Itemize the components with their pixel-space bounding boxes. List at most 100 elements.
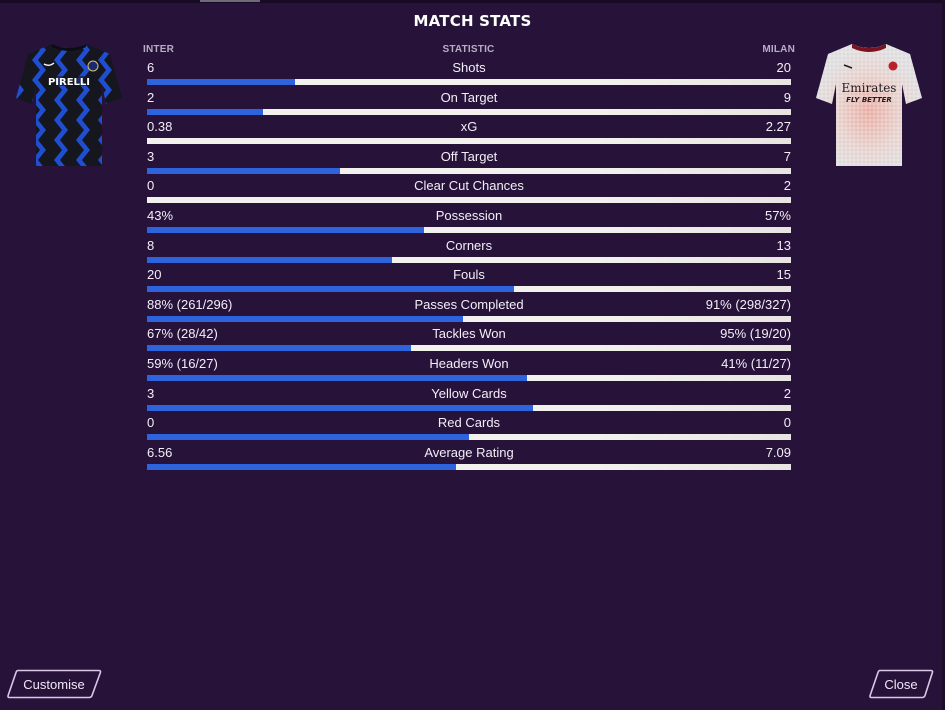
customise-button-label: Customise — [23, 676, 85, 692]
stat-label: Red Cards — [437, 415, 501, 431]
stat-row-off-target: 3 Off Target 7 — [147, 149, 791, 179]
away-value: 13 — [776, 237, 791, 253]
home-bar-fill — [147, 345, 412, 352]
home-value: 8 — [147, 237, 155, 253]
comparison-bar — [147, 256, 791, 263]
comparison-bar — [147, 286, 791, 293]
home-bar-fill — [147, 256, 392, 263]
home-bar-fill — [147, 315, 463, 322]
away-value: 15 — [776, 267, 791, 283]
home-value: 67% (28/42) — [147, 326, 218, 342]
comparison-bar — [147, 108, 791, 115]
stat-row-clear-cut-chances: 0 Clear Cut Chances 2 — [147, 178, 791, 208]
home-bar-fill — [147, 404, 534, 411]
away-value: 7 — [783, 148, 791, 164]
away-value: 2.27 — [765, 119, 791, 135]
home-bar-fill — [147, 286, 515, 293]
stat-row-red-cards: 0 Red Cards 0 — [147, 415, 791, 445]
stat-label: Yellow Cards — [431, 385, 507, 401]
home-bar-fill — [147, 79, 296, 85]
home-bar-fill — [147, 374, 527, 381]
home-bar-fill — [147, 434, 469, 441]
home-bar-fill — [147, 167, 341, 174]
customise-button[interactable]: Customise — [6, 669, 102, 699]
home-value: 0 — [147, 415, 155, 431]
column-header-away: MILAN — [762, 44, 795, 55]
comparison-bar — [147, 404, 791, 411]
stat-row-passes-completed: 88% (261/296) Passes Completed 91% (298/… — [147, 297, 791, 327]
stat-label: Possession — [435, 207, 503, 223]
stat-label: Headers Won — [429, 355, 509, 371]
top-tab-indicator — [200, 0, 260, 2]
home-value: 6 — [147, 60, 155, 75]
dialog-title: MATCH STATS — [413, 12, 532, 30]
away-value: 9 — [783, 89, 791, 105]
comparison-bar — [147, 79, 791, 85]
stat-row-corners: 8 Corners 13 — [147, 238, 791, 268]
stat-label: Average Rating — [424, 444, 514, 460]
stat-row-shots: 6 Shots 20 — [147, 60, 791, 90]
stat-label: Corners — [445, 237, 493, 253]
inter-home-shirt-icon: PIRELLI — [14, 40, 124, 170]
comparison-bar — [147, 138, 791, 145]
column-header-home: INTER — [143, 44, 174, 55]
away-value: 91% (298/327) — [705, 296, 791, 312]
home-value: 3 — [147, 148, 155, 164]
stat-label: Passes Completed — [414, 296, 524, 312]
home-value: 3 — [147, 385, 155, 401]
stat-row-xg: 0.38 xG 2.27 — [147, 119, 791, 149]
away-value: 7.09 — [765, 444, 791, 460]
milan-away-shirt-icon: Emirates FLY BETTER — [814, 40, 924, 170]
close-button-label: Close — [884, 676, 918, 692]
stat-label: Shots — [452, 60, 486, 75]
comparison-bar — [147, 226, 791, 233]
button-frame-icon — [869, 669, 934, 699]
stat-label: xG — [460, 119, 478, 135]
stat-label: Clear Cut Chances — [414, 178, 524, 194]
away-value: 2 — [783, 178, 791, 194]
comparison-bar — [147, 463, 791, 470]
home-value: 2 — [147, 89, 155, 105]
away-value: 57% — [764, 207, 791, 223]
stat-row-yellow-cards: 3 Yellow Cards 2 — [147, 386, 791, 416]
home-bar-fill — [147, 226, 424, 233]
away-value: 41% (11/27) — [721, 355, 791, 371]
window-edge — [942, 0, 945, 710]
home-value: 88% (261/296) — [147, 296, 233, 312]
away-value: 0 — [783, 415, 791, 431]
close-button[interactable]: Close — [868, 669, 934, 699]
home-value: 20 — [147, 267, 162, 283]
home-value: 0 — [147, 178, 155, 194]
comparison-bar — [147, 167, 791, 174]
home-bar-fill — [147, 463, 457, 470]
comparison-bar — [147, 315, 791, 322]
away-value: 20 — [776, 60, 791, 75]
home-bar-fill — [147, 108, 263, 115]
svg-text:PIRELLI: PIRELLI — [48, 77, 90, 88]
stat-label: On Target — [440, 89, 498, 105]
stat-row-on-target: 2 On Target 9 — [147, 90, 791, 120]
comparison-bar — [147, 197, 791, 204]
svg-text:Emirates: Emirates — [842, 81, 897, 95]
stat-row-average-rating: 6.56 Average Rating 7.09 — [147, 445, 791, 475]
comparison-bar — [147, 434, 791, 441]
comparison-bar — [147, 374, 791, 381]
home-value: 0.38 — [147, 119, 173, 135]
stat-row-tackles-won: 67% (28/42) Tackles Won 95% (19/20) — [147, 326, 791, 356]
stat-row-possession: 43% Possession 57% — [147, 208, 791, 238]
stat-label: Tackles Won — [432, 326, 506, 342]
comparison-bar — [147, 345, 791, 352]
home-value: 43% — [147, 207, 174, 223]
top-border — [0, 0, 945, 3]
home-value: 59% (16/27) — [147, 355, 218, 371]
stat-row-headers-won: 59% (16/27) Headers Won 41% (11/27) — [147, 356, 791, 386]
away-value: 2 — [783, 385, 791, 401]
button-frame-icon — [7, 669, 102, 699]
match-stats-table: 6 Shots 20 2 On Target 9 0.38 xG 2.27 3 … — [147, 60, 791, 474]
column-header-statistic: STATISTIC — [442, 44, 495, 55]
stat-row-fouls: 20 Fouls 15 — [147, 267, 791, 297]
svg-text:FLY BETTER: FLY BETTER — [846, 96, 892, 104]
away-value: 95% (19/20) — [720, 326, 791, 342]
stat-label: Off Target — [440, 148, 498, 164]
stat-label: Fouls — [453, 267, 485, 283]
